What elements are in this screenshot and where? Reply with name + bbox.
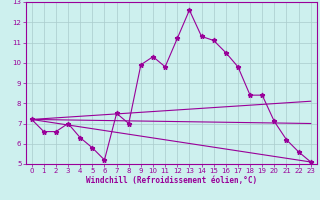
X-axis label: Windchill (Refroidissement éolien,°C): Windchill (Refroidissement éolien,°C): [86, 176, 257, 185]
